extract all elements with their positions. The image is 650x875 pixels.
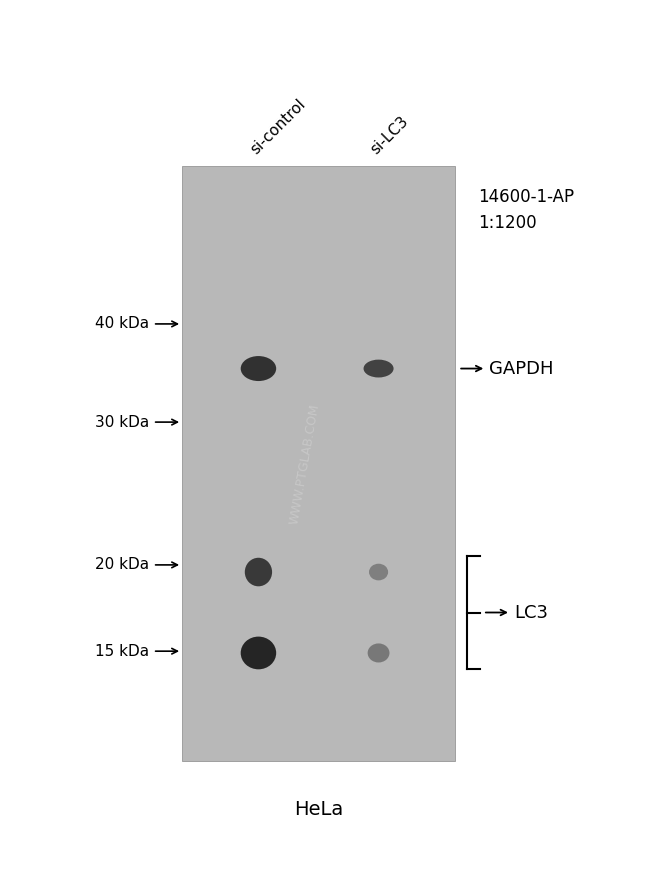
Ellipse shape	[240, 637, 276, 669]
Text: 14600-1-AP
1:1200: 14600-1-AP 1:1200	[478, 188, 574, 232]
Text: 20 kDa: 20 kDa	[96, 557, 150, 572]
Text: 40 kDa: 40 kDa	[96, 317, 150, 332]
Ellipse shape	[368, 643, 389, 662]
Bar	[182, 166, 455, 761]
Text: GAPDH: GAPDH	[489, 360, 553, 377]
Text: 30 kDa: 30 kDa	[96, 415, 150, 430]
Ellipse shape	[245, 557, 272, 586]
Text: si-LC3: si-LC3	[368, 114, 411, 158]
Text: 15 kDa: 15 kDa	[96, 644, 150, 659]
Text: LC3: LC3	[514, 604, 548, 621]
Ellipse shape	[240, 356, 276, 381]
Ellipse shape	[369, 564, 388, 580]
Ellipse shape	[363, 360, 393, 377]
Text: HeLa: HeLa	[294, 800, 343, 819]
Text: si-control: si-control	[248, 97, 309, 158]
Text: WWW.PTGLAB.COM: WWW.PTGLAB.COM	[288, 402, 322, 525]
